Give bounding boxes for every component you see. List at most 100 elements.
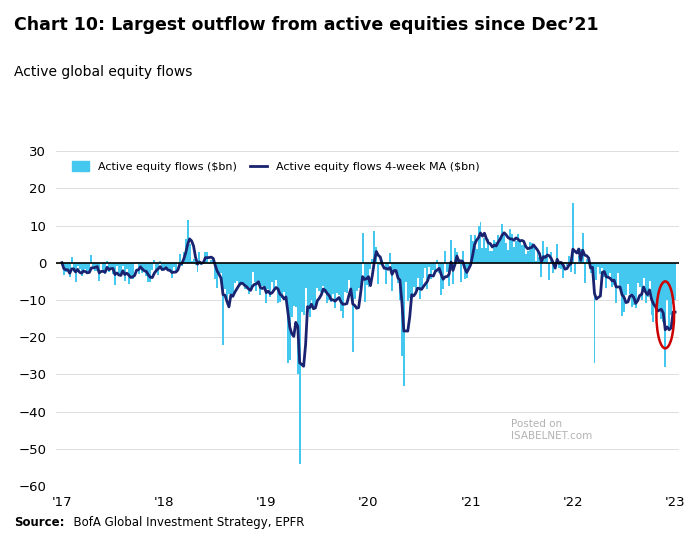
Bar: [535, 261, 536, 263]
Bar: [538, 257, 540, 263]
Bar: [399, 263, 401, 300]
Bar: [181, 263, 183, 266]
Bar: [668, 263, 670, 330]
Bar: [171, 263, 173, 278]
Bar: [291, 263, 293, 316]
Bar: [307, 263, 309, 312]
Bar: [603, 263, 606, 277]
Bar: [643, 263, 645, 278]
Bar: [324, 263, 326, 293]
Bar: [660, 263, 662, 319]
Bar: [155, 263, 158, 271]
Bar: [66, 263, 69, 270]
Bar: [167, 263, 169, 271]
Bar: [491, 251, 494, 263]
Bar: [127, 263, 130, 284]
Text: Source:: Source:: [14, 516, 64, 529]
Bar: [589, 263, 592, 273]
Bar: [304, 263, 307, 288]
Bar: [122, 263, 124, 266]
Bar: [159, 261, 161, 263]
Bar: [438, 263, 440, 273]
Bar: [350, 263, 352, 291]
Bar: [328, 263, 330, 300]
Bar: [110, 263, 112, 267]
Bar: [102, 263, 104, 271]
Bar: [552, 263, 554, 273]
Bar: [393, 263, 395, 268]
Bar: [279, 263, 281, 302]
Bar: [218, 263, 220, 274]
Bar: [106, 261, 108, 263]
Bar: [153, 260, 155, 263]
Bar: [346, 263, 348, 293]
Bar: [222, 263, 224, 345]
Bar: [85, 263, 87, 269]
Bar: [517, 234, 519, 263]
Bar: [578, 256, 580, 263]
Bar: [112, 263, 114, 274]
Bar: [385, 263, 387, 285]
Bar: [523, 245, 525, 263]
Bar: [316, 263, 319, 288]
Bar: [161, 263, 163, 271]
Bar: [562, 263, 564, 278]
Bar: [452, 263, 454, 284]
Bar: [430, 263, 433, 279]
Bar: [528, 242, 531, 263]
Bar: [360, 263, 362, 294]
Bar: [265, 263, 267, 303]
Bar: [187, 220, 189, 263]
Bar: [370, 263, 372, 269]
Bar: [423, 263, 424, 278]
Bar: [124, 263, 126, 281]
Bar: [521, 245, 523, 263]
Bar: [273, 263, 275, 292]
Bar: [526, 251, 528, 263]
Bar: [326, 263, 328, 303]
Bar: [556, 244, 558, 263]
Bar: [199, 252, 200, 263]
Bar: [293, 263, 295, 306]
Bar: [283, 263, 285, 292]
Bar: [566, 263, 568, 266]
Bar: [499, 239, 501, 263]
Bar: [515, 241, 517, 263]
Bar: [372, 259, 373, 263]
Bar: [200, 263, 202, 265]
Bar: [212, 258, 214, 263]
Bar: [71, 257, 73, 263]
Bar: [664, 263, 666, 367]
Bar: [173, 263, 175, 267]
Bar: [163, 263, 165, 269]
Bar: [295, 263, 297, 307]
Bar: [389, 253, 391, 263]
Bar: [97, 263, 98, 271]
Bar: [338, 263, 340, 295]
Bar: [596, 263, 597, 280]
Bar: [497, 235, 499, 263]
Bar: [494, 240, 495, 263]
Bar: [466, 263, 468, 278]
Bar: [674, 263, 676, 300]
Bar: [321, 263, 322, 292]
Bar: [434, 263, 436, 271]
Bar: [548, 263, 550, 280]
Bar: [136, 262, 138, 263]
Bar: [617, 263, 619, 273]
Bar: [134, 263, 136, 264]
Bar: [334, 263, 336, 308]
Bar: [130, 263, 132, 276]
Bar: [419, 263, 421, 299]
Bar: [177, 263, 178, 264]
Bar: [458, 261, 460, 263]
Bar: [611, 263, 613, 287]
Bar: [368, 263, 370, 287]
Bar: [640, 263, 643, 300]
Bar: [546, 247, 548, 263]
Bar: [277, 263, 279, 303]
Bar: [108, 263, 110, 272]
Bar: [625, 263, 627, 295]
Bar: [647, 263, 648, 297]
Bar: [256, 263, 258, 292]
